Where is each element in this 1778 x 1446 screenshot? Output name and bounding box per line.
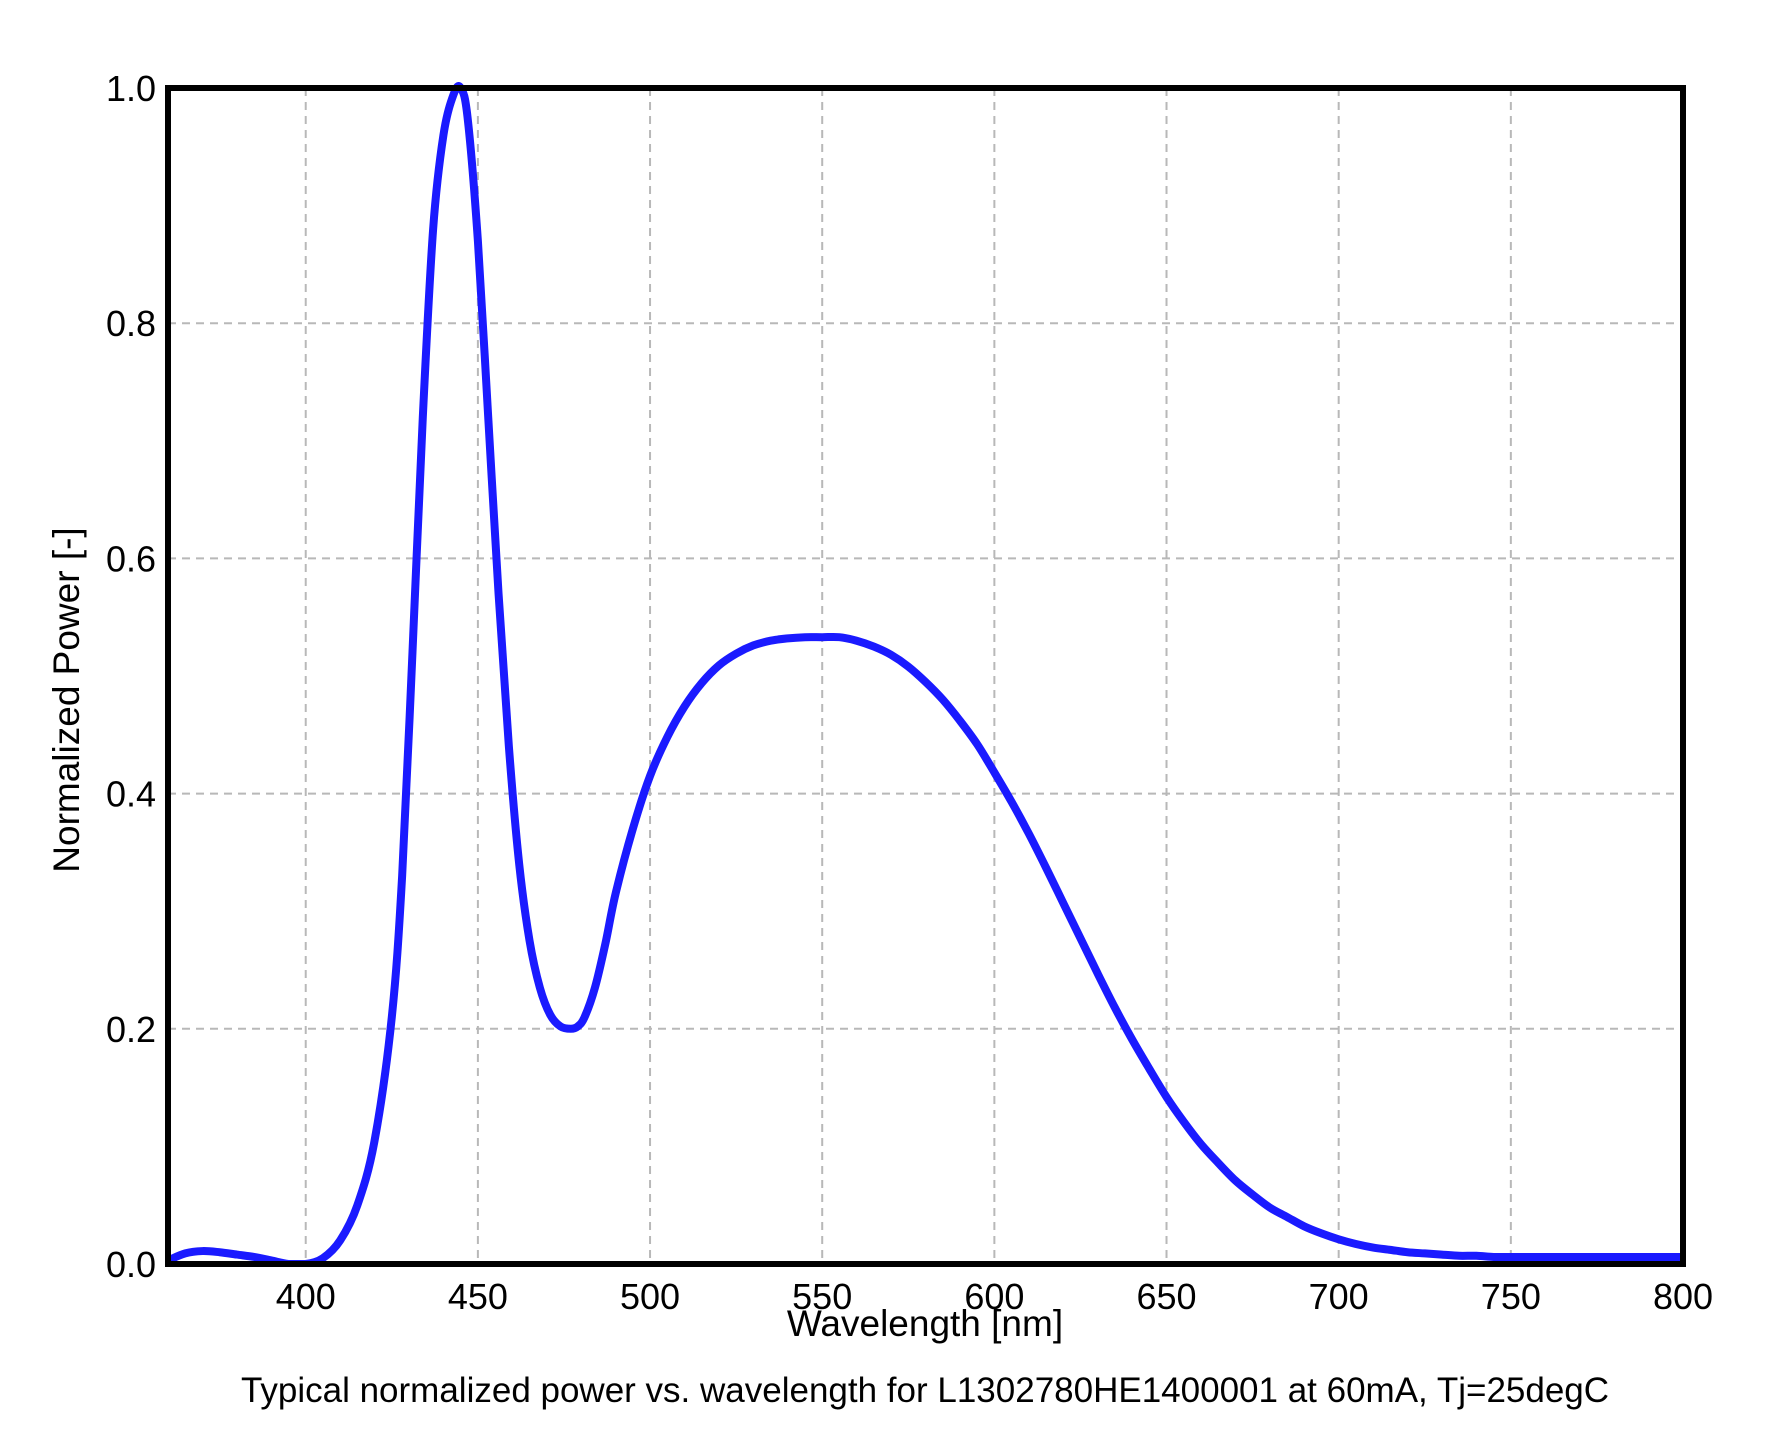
x-tick-label: 600 <box>964 1276 1024 1317</box>
y-axis-title: Normalized Power [-] <box>46 527 87 872</box>
x-tick-label: 400 <box>276 1276 336 1317</box>
x-tick-label: 750 <box>1481 1276 1541 1317</box>
y-tick-label: 0.4 <box>106 774 156 815</box>
x-tick-label: 500 <box>620 1276 680 1317</box>
y-tick-label: 0.8 <box>106 303 156 344</box>
grid <box>168 88 1683 1264</box>
y-tick-label: 0.0 <box>106 1244 156 1285</box>
x-axis-ticks: 400 450 500 550 600 650 700 750 800 <box>276 1276 1713 1317</box>
y-axis-ticks: 0.0 0.2 0.4 0.6 0.8 1.0 <box>106 68 156 1285</box>
x-tick-label: 700 <box>1309 1276 1369 1317</box>
y-tick-label: 0.6 <box>106 538 156 579</box>
spectrum-line <box>168 82 1683 1264</box>
chart-caption: Typical normalized power vs. wavelength … <box>241 1371 1609 1410</box>
x-tick-label: 550 <box>792 1276 852 1317</box>
x-axis-title: Wavelength [nm] <box>787 1303 1063 1344</box>
x-tick-label: 650 <box>1136 1276 1196 1317</box>
x-tick-label: 450 <box>448 1276 508 1317</box>
plot-area <box>168 82 1683 1264</box>
y-tick-label: 0.2 <box>106 1009 156 1050</box>
y-tick-label: 1.0 <box>106 68 156 109</box>
x-tick-label: 800 <box>1653 1276 1713 1317</box>
plot-frame <box>165 85 1686 1267</box>
